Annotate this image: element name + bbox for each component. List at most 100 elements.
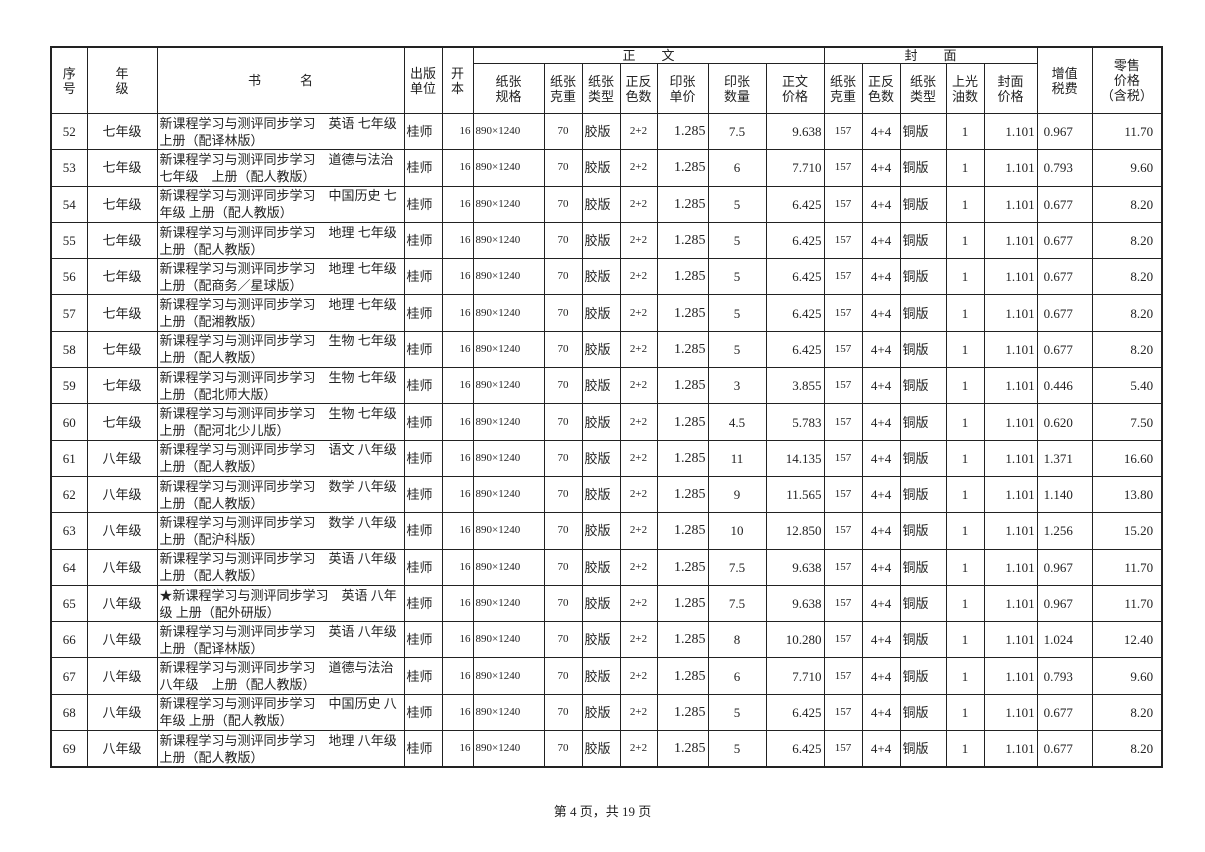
cell-colors: 2+2 (619, 330, 658, 369)
cell-body-price: 6.425 (765, 693, 825, 732)
cell-seq: 54 (50, 185, 88, 223)
cell-retail-price: 8.20 (1091, 221, 1163, 260)
cell-paper-size: 890×1240 (472, 439, 545, 477)
cell-publisher: 桂师 (403, 512, 443, 550)
cell-body-price: 6.425 (765, 294, 825, 332)
cell-vat: 0.967 (1036, 112, 1093, 151)
cell-cover-colors: 4+4 (861, 294, 901, 332)
header-vat: 增值 税费 (1036, 46, 1093, 114)
cell-paper-type: 胶版 (581, 185, 621, 223)
cell-publisher: 桂师 (403, 475, 443, 514)
header-body-col: 纸张 类型 (581, 63, 621, 114)
header-body-col: 正反 色数 (619, 63, 658, 114)
table-row: 60 七年级 新课程学习与测评同步学习 生物 七年级 上册（配河北少儿版） 桂师 16 8… (50, 403, 1163, 441)
cell-seq: 59 (50, 367, 88, 405)
cell-colors: 2+2 (619, 621, 658, 659)
cell-colors: 2+2 (619, 294, 658, 332)
cell-sheet-count: 11 (707, 439, 767, 477)
cell-cover-price: 1.101 (983, 258, 1038, 296)
cell-cover-price: 1.101 (983, 657, 1038, 695)
cell-title: 新课程学习与测评同步学习 生物 七年级 上册（配人教版） (156, 330, 405, 369)
cell-varnish: 1 (945, 584, 985, 623)
cell-paper-size: 890×1240 (472, 221, 545, 260)
cell-vat: 0.793 (1036, 657, 1093, 695)
cell-colors: 2+2 (619, 112, 658, 151)
header-cover-col: 正反 色数 (861, 63, 901, 114)
cell-title: 新课程学习与测评同步学习 数学 八年级 上册（配沪科版） (156, 512, 405, 550)
header-cover-group: 封 面 (823, 46, 1038, 64)
cell-grade: 七年级 (86, 403, 158, 441)
cell-cover-weight: 157 (823, 367, 863, 405)
cell-format: 16 (441, 367, 474, 405)
cell-cover-type: 铜版 (899, 730, 947, 768)
cell-sheet-price: 1.285 (656, 330, 709, 369)
table-row: 68 八年级 新课程学习与测评同步学习 中国历史 八年级 上册（配人教版） 桂师 16 8… (50, 693, 1163, 732)
cell-varnish: 1 (945, 149, 985, 187)
cell-paper-type: 胶版 (581, 149, 621, 187)
cell-sheet-count: 10 (707, 512, 767, 550)
table-row: 61 八年级 新课程学习与测评同步学习 语文 八年级 上册（配人教版） 桂师 16 890… (50, 439, 1163, 477)
cell-colors: 2+2 (619, 149, 658, 187)
table-row: 65 八年级 ★新课程学习与测评同步学习 英语 八年级 上册（配外研版） 桂师 16 89… (50, 584, 1163, 623)
cell-paper-size: 890×1240 (472, 657, 545, 695)
cell-format: 16 (441, 657, 474, 695)
cell-grade: 八年级 (86, 621, 158, 659)
cell-seq: 66 (50, 621, 88, 659)
cell-publisher: 桂师 (403, 112, 443, 151)
cell-retail-price: 7.50 (1091, 403, 1163, 441)
cell-retail-price: 8.20 (1091, 185, 1163, 223)
cell-sheet-price: 1.285 (656, 475, 709, 514)
cell-sheet-count: 5 (707, 258, 767, 296)
cell-title: 新课程学习与测评同步学习 地理 七年级 上册（配湘教版） (156, 294, 405, 332)
cell-seq: 55 (50, 221, 88, 260)
header-publisher: 出版 单位 (403, 46, 443, 114)
header-cover-col: 封面 价格 (983, 63, 1038, 114)
cell-colors: 2+2 (619, 512, 658, 550)
cell-paper-type: 胶版 (581, 403, 621, 441)
cell-format: 16 (441, 330, 474, 369)
cell-varnish: 1 (945, 367, 985, 405)
cell-sheet-price: 1.285 (656, 258, 709, 296)
cell-publisher: 桂师 (403, 657, 443, 695)
cell-body-price: 7.710 (765, 657, 825, 695)
cell-retail-price: 9.60 (1091, 657, 1163, 695)
cell-cover-colors: 4+4 (861, 367, 901, 405)
cell-cover-price: 1.101 (983, 403, 1038, 441)
cell-sheet-count: 8 (707, 621, 767, 659)
cell-paper-weight: 70 (543, 294, 583, 332)
cell-cover-weight: 157 (823, 657, 863, 695)
header-body-col: 印张 单价 (656, 63, 709, 114)
cell-cover-type: 铜版 (899, 258, 947, 296)
cell-cover-colors: 4+4 (861, 330, 901, 369)
cell-cover-weight: 157 (823, 330, 863, 369)
table-body: 52 七年级 新课程学习与测评同步学习 英语 七年级 上册（配译林版） 桂师 16 890… (50, 112, 1163, 768)
cell-sheet-price: 1.285 (656, 112, 709, 151)
cell-cover-weight: 157 (823, 548, 863, 586)
cell-vat: 1.371 (1036, 439, 1093, 477)
header-format: 开 本 (441, 46, 474, 114)
cell-cover-colors: 4+4 (861, 730, 901, 768)
cell-paper-weight: 70 (543, 149, 583, 187)
cell-grade: 八年级 (86, 584, 158, 623)
cell-varnish: 1 (945, 294, 985, 332)
cell-body-price: 11.565 (765, 475, 825, 514)
cell-format: 16 (441, 294, 474, 332)
cell-paper-size: 890×1240 (472, 693, 545, 732)
cell-colors: 2+2 (619, 548, 658, 586)
cell-cover-price: 1.101 (983, 621, 1038, 659)
cell-cover-weight: 157 (823, 258, 863, 296)
cell-cover-type: 铜版 (899, 294, 947, 332)
cell-paper-type: 胶版 (581, 693, 621, 732)
cell-title: 新课程学习与测评同步学习 道德与法治 七年级 上册（配人教版） (156, 149, 405, 187)
cell-retail-price: 11.70 (1091, 112, 1163, 151)
cell-cover-weight: 157 (823, 185, 863, 223)
cell-publisher: 桂师 (403, 294, 443, 332)
cell-paper-type: 胶版 (581, 112, 621, 151)
cell-paper-size: 890×1240 (472, 621, 545, 659)
cell-sheet-price: 1.285 (656, 621, 709, 659)
cell-vat: 0.677 (1036, 185, 1093, 223)
cell-colors: 2+2 (619, 258, 658, 296)
cell-publisher: 桂师 (403, 330, 443, 369)
cell-vat: 0.793 (1036, 149, 1093, 187)
cell-format: 16 (441, 403, 474, 441)
